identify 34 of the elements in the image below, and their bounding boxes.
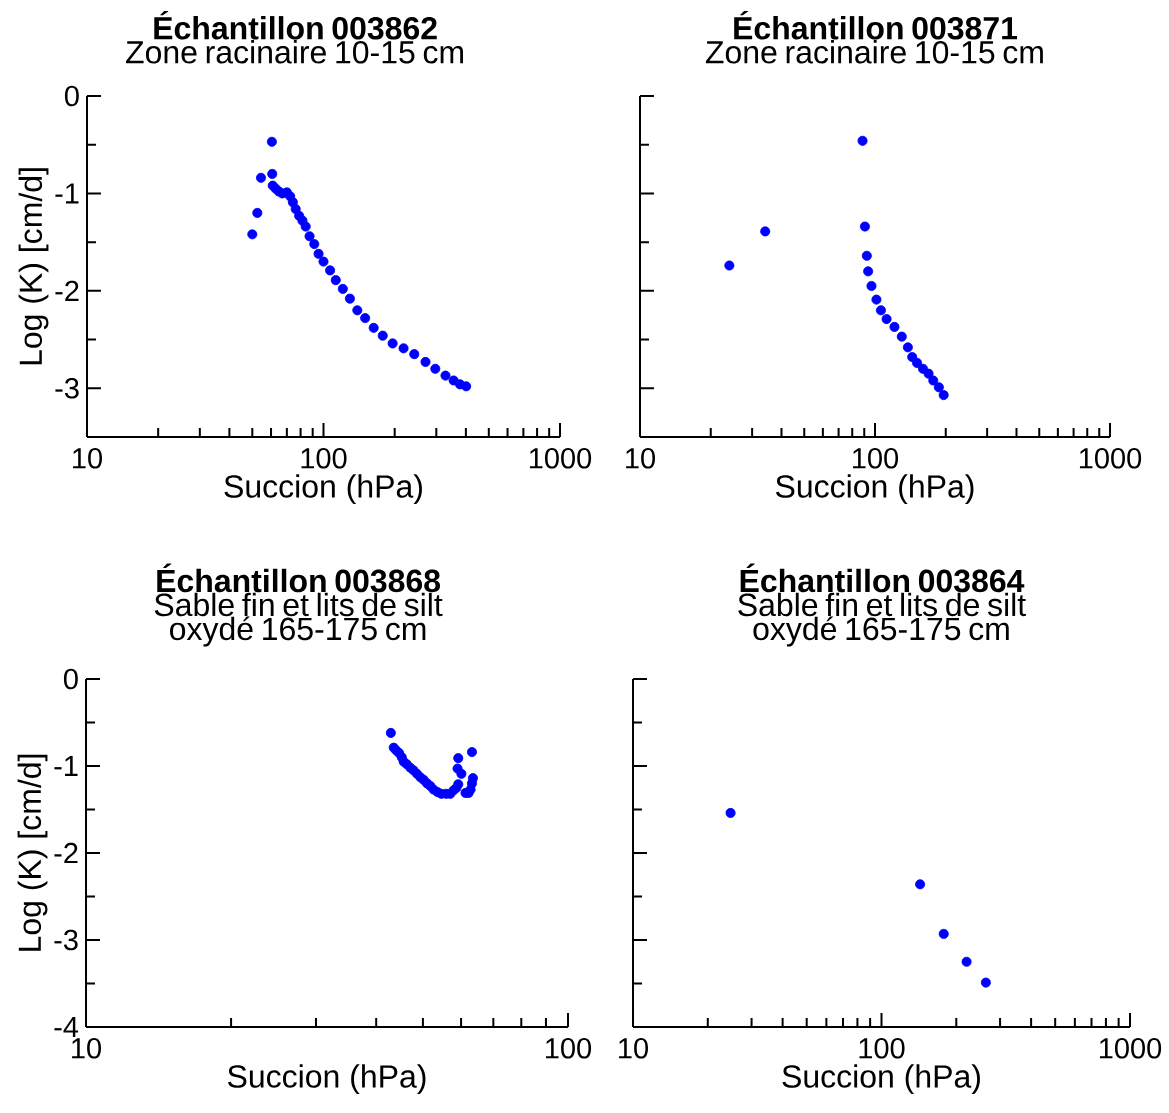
y-tick-label: -2 [54,842,78,864]
y-tick-label: -3 [55,377,79,399]
x-tick-label: 100 [853,448,899,469]
x-axis-title: Succion (hPa) [224,474,422,505]
x-tick-label: 1000 [1099,1038,1162,1059]
x-axis-title: Succion (hPa) [782,1064,980,1095]
x-tick-label: 1000 [529,448,592,469]
x-tick-label: 10 [626,448,655,469]
y-axis-title: Log (K) [cm/d] [18,168,49,365]
x-axis-title: Succion (hPa) [227,1064,426,1095]
x-tick-label: 10 [619,1038,648,1059]
chart-title: Échantillon 003864 [740,563,1025,593]
y-tick-label: -3 [54,929,78,951]
chart-subtitle: Zone racinaire 10-15 cm [126,40,463,64]
x-axis-title: Succion (hPa) [775,474,974,505]
x-tick-label: 10 [73,448,102,469]
x-tick-label: 100 [546,1038,592,1059]
chart-subtitle: Sable fin et lits de silt oxydé 165-175 cm [738,592,1026,647]
y-tick-label: 0 [63,668,78,690]
y-tick-label: -1 [55,183,79,204]
y-tick-label: 0 [64,85,79,107]
chart-subtitle: Zone racinaire 10-15 cm [705,40,1043,64]
chart-title: Échantillon 003862 [154,10,437,40]
y-tick-label: -4 [54,1017,79,1037]
y-tick-label: -1 [54,756,78,776]
y-tick-label: -2 [55,280,79,301]
x-tick-label: 100 [301,448,347,469]
chart-title: Échantillon 003868 [157,563,441,593]
x-tick-label: 1000 [1079,448,1142,469]
x-tick-label: 10 [72,1038,101,1059]
chart-subtitle: Sable fin et lits de silt oxydé 165-175 cm [154,592,443,647]
x-tick-label: 100 [859,1038,905,1059]
y-axis-title: Log (K) [cm/d] [17,754,48,951]
chart-title: Échantillon 003871 [734,10,1018,40]
